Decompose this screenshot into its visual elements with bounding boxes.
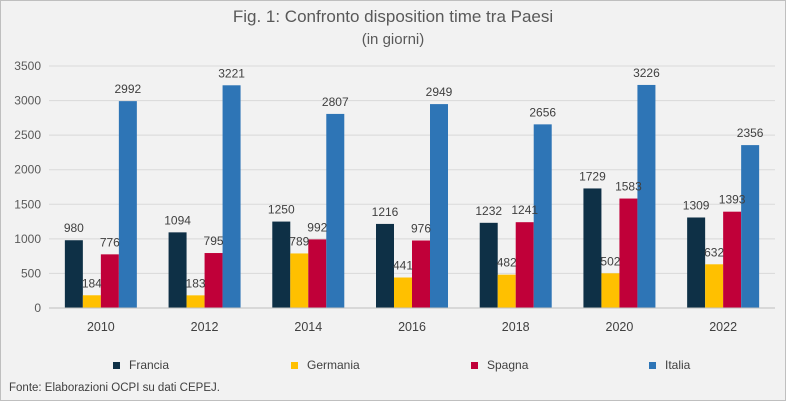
y-tick-label: 2000 (14, 163, 41, 177)
data-label: 2949 (426, 85, 453, 99)
data-label: 1232 (475, 204, 502, 218)
bar-francia-2018 (479, 222, 498, 308)
bar-spagna-2012 (204, 253, 223, 308)
data-label: 980 (64, 221, 84, 235)
legend: Francia Germania Spagna Italia (1, 358, 785, 376)
data-label: 632 (704, 245, 724, 259)
bar-germania-2010 (82, 295, 101, 308)
data-label: 3226 (633, 66, 660, 80)
bar-italia-2016 (430, 104, 448, 308)
bar-francia-2022 (687, 217, 706, 308)
data-label: 795 (204, 234, 224, 248)
bar-germania-2018 (497, 274, 516, 308)
legend-item-francia: Francia (113, 358, 169, 372)
legend-item-spagna: Spagna (471, 358, 528, 372)
chart-title: Fig. 1: Confronto disposition time tra P… (232, 7, 554, 26)
bar-spagna-2020 (619, 198, 638, 308)
data-label: 776 (100, 235, 120, 249)
bar-italia-2014 (326, 113, 345, 308)
data-label: 3221 (218, 66, 245, 80)
data-label: 1250 (268, 203, 295, 217)
x-tick-label: 2022 (709, 320, 737, 334)
y-tick-label: 0 (34, 301, 41, 315)
x-tick-label: 2016 (398, 320, 426, 334)
y-tick-label: 2500 (14, 128, 41, 142)
data-label: 441 (393, 259, 413, 273)
bar-francia-2016 (376, 223, 394, 308)
bar-chart: 0 500 1000 1500 2000 2500 3000 3500 980 184 776 29… (14, 59, 775, 334)
legend-label: Spagna (487, 358, 529, 372)
data-label: 1241 (511, 203, 538, 217)
bar-italia-2018 (533, 124, 552, 309)
data-label: 1094 (164, 213, 191, 227)
data-label: 1583 (615, 180, 642, 194)
bar-spagna-2010 (100, 254, 119, 308)
data-label: 789 (289, 234, 309, 248)
data-label: 2992 (115, 82, 142, 96)
legend-label: Italia (665, 358, 691, 372)
bar-germania-2014 (290, 253, 309, 308)
bar-francia-2014 (272, 221, 291, 308)
data-label: 184 (82, 276, 102, 290)
bar-spagna-2016 (412, 240, 430, 308)
y-tick-label: 3000 (14, 94, 41, 108)
bar-germania-2020 (601, 273, 620, 308)
bar-francia-2020 (583, 188, 602, 308)
bar-germania-2022 (705, 264, 724, 308)
legend-swatch (649, 361, 656, 369)
y-tick-label: 1000 (14, 232, 41, 246)
bar-germania-2016 (394, 277, 412, 308)
bar-spagna-2018 (515, 222, 534, 308)
x-tick-label: 2012 (191, 320, 219, 334)
data-label: 2656 (529, 105, 556, 119)
legend-swatch (113, 361, 120, 369)
x-axis: 2010 2012 2014 2016 2018 2020 2022 (49, 307, 775, 334)
legend-item-italia: Italia (649, 358, 690, 372)
data-label: 1216 (372, 205, 399, 219)
data-label: 1393 (719, 193, 746, 207)
bar-italia-2012 (222, 85, 241, 308)
legend-label: Germania (307, 358, 360, 372)
bars (64, 84, 760, 309)
y-tick-label: 3500 (14, 59, 41, 73)
data-label: 2807 (322, 95, 349, 109)
bar-italia-2010 (118, 101, 137, 308)
legend-item-germania: Germania (291, 358, 360, 372)
chart-subtitle: (in giorni) (361, 31, 425, 48)
data-label: 976 (411, 222, 431, 236)
data-label: 502 (600, 254, 620, 268)
legend-label: Francia (129, 358, 170, 372)
bar-germania-2012 (186, 295, 205, 308)
bar-francia-2012 (168, 232, 187, 308)
bar-francia-2010 (64, 240, 83, 308)
data-label: 482 (497, 256, 517, 270)
data-label: 1729 (579, 169, 606, 183)
x-tick-label: 2014 (294, 320, 322, 334)
data-label: 992 (307, 220, 327, 234)
y-tick-label: 500 (21, 266, 41, 280)
y-axis: 0 500 1000 1500 2000 2500 3000 3500 (14, 59, 41, 315)
bar-italia-2022 (741, 145, 760, 308)
data-label: 2356 (737, 126, 764, 140)
data-label: 183 (186, 276, 206, 290)
bar-spagna-2014 (308, 239, 327, 308)
x-tick-label: 2020 (606, 320, 634, 334)
legend-swatch (471, 361, 478, 369)
legend-swatch (291, 361, 298, 369)
source-note: Fonte: Elaborazioni OCPI su dati CEPEJ. (9, 382, 220, 394)
bar-spagna-2022 (723, 211, 742, 308)
y-tick-label: 1500 (14, 197, 41, 211)
data-label: 1309 (683, 198, 710, 212)
bar-italia-2020 (637, 84, 656, 308)
x-tick-label: 2010 (87, 320, 115, 334)
x-tick-label: 2018 (502, 320, 530, 334)
